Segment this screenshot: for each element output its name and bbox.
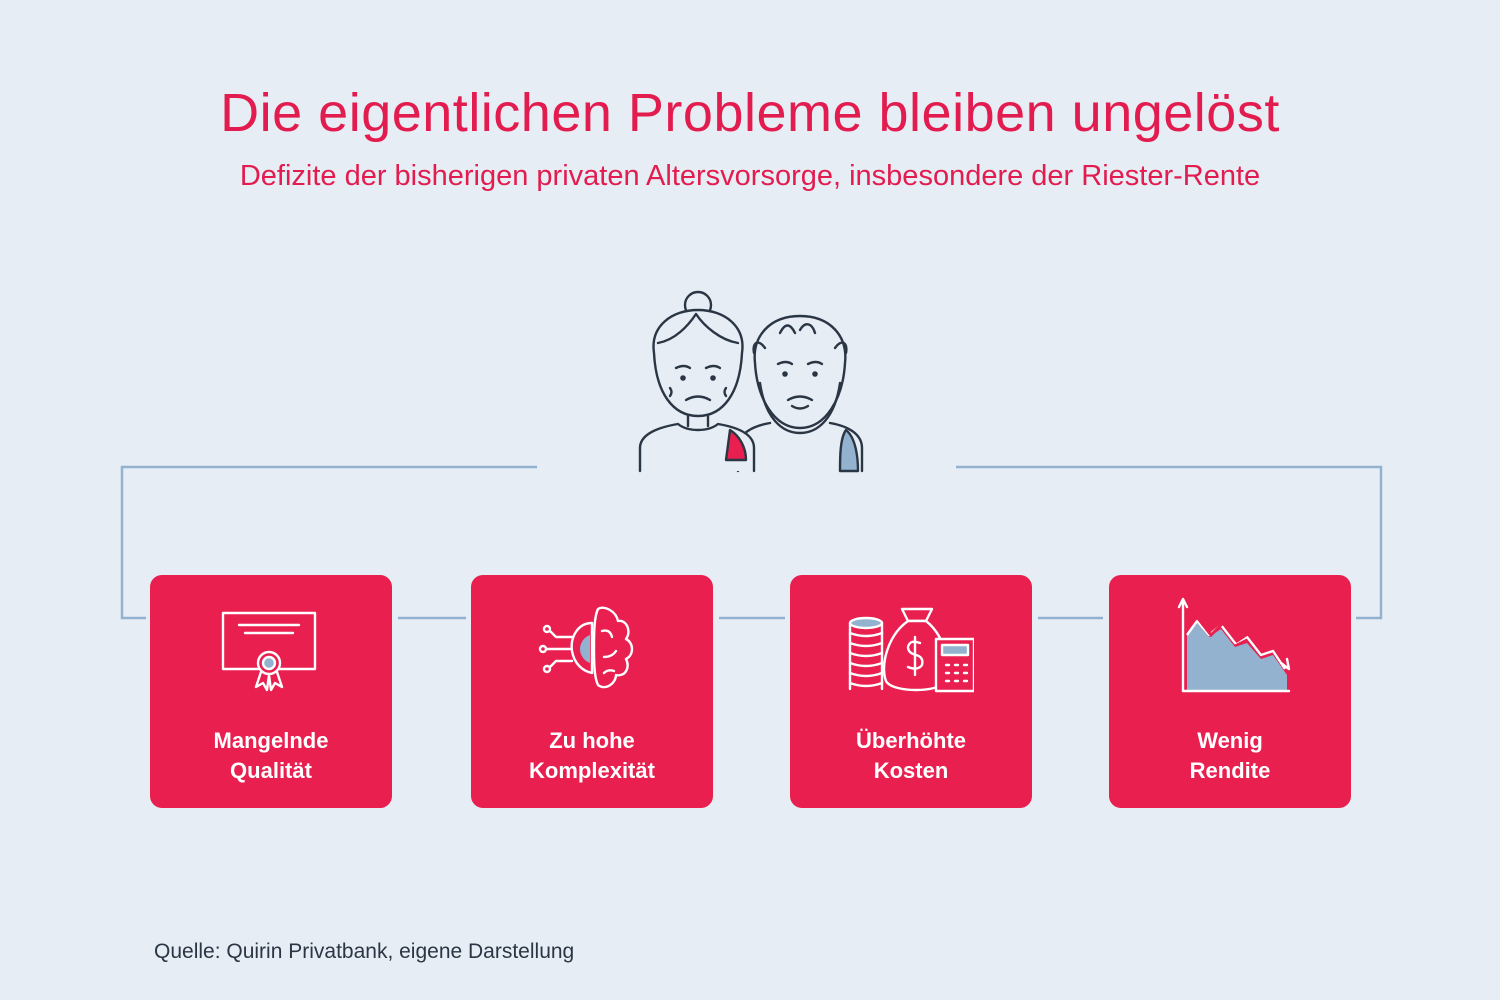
page-subtitle: Defizite der bisherigen privaten Altersv…: [239, 160, 1261, 192]
money-bag-coins-calculator-icon: [848, 607, 974, 693]
card-mangelnde-qualitaet: Mangelnde Qualität: [150, 575, 392, 808]
card-zu-hohe-komplexitaet: Zu hohe Komplexität: [471, 575, 713, 808]
page-title: Die eigentlichen Probleme bleiben ungelö…: [220, 83, 1280, 143]
card-wenig-rendite: Wenig Rendite: [1109, 575, 1351, 808]
declining-chart-icon: [1177, 597, 1291, 693]
card-label: Überhöhte Kosten: [856, 728, 966, 783]
brain-icon: [538, 606, 634, 689]
connector-right: [956, 465, 1383, 620]
connector-left: [120, 465, 537, 620]
card-ueberhoehte-kosten: Überhöhte Kosten: [790, 575, 1032, 808]
elderly-couple-icon: [638, 290, 864, 473]
source-note: Quelle: Quirin Privatbank, eigene Darste…: [154, 940, 575, 963]
card-label: Zu hohe Komplexität: [529, 728, 655, 783]
card-label: Wenig Rendite: [1189, 728, 1271, 783]
certificate-icon: [221, 611, 317, 692]
card-label: Mangelnde Qualität: [213, 728, 329, 783]
